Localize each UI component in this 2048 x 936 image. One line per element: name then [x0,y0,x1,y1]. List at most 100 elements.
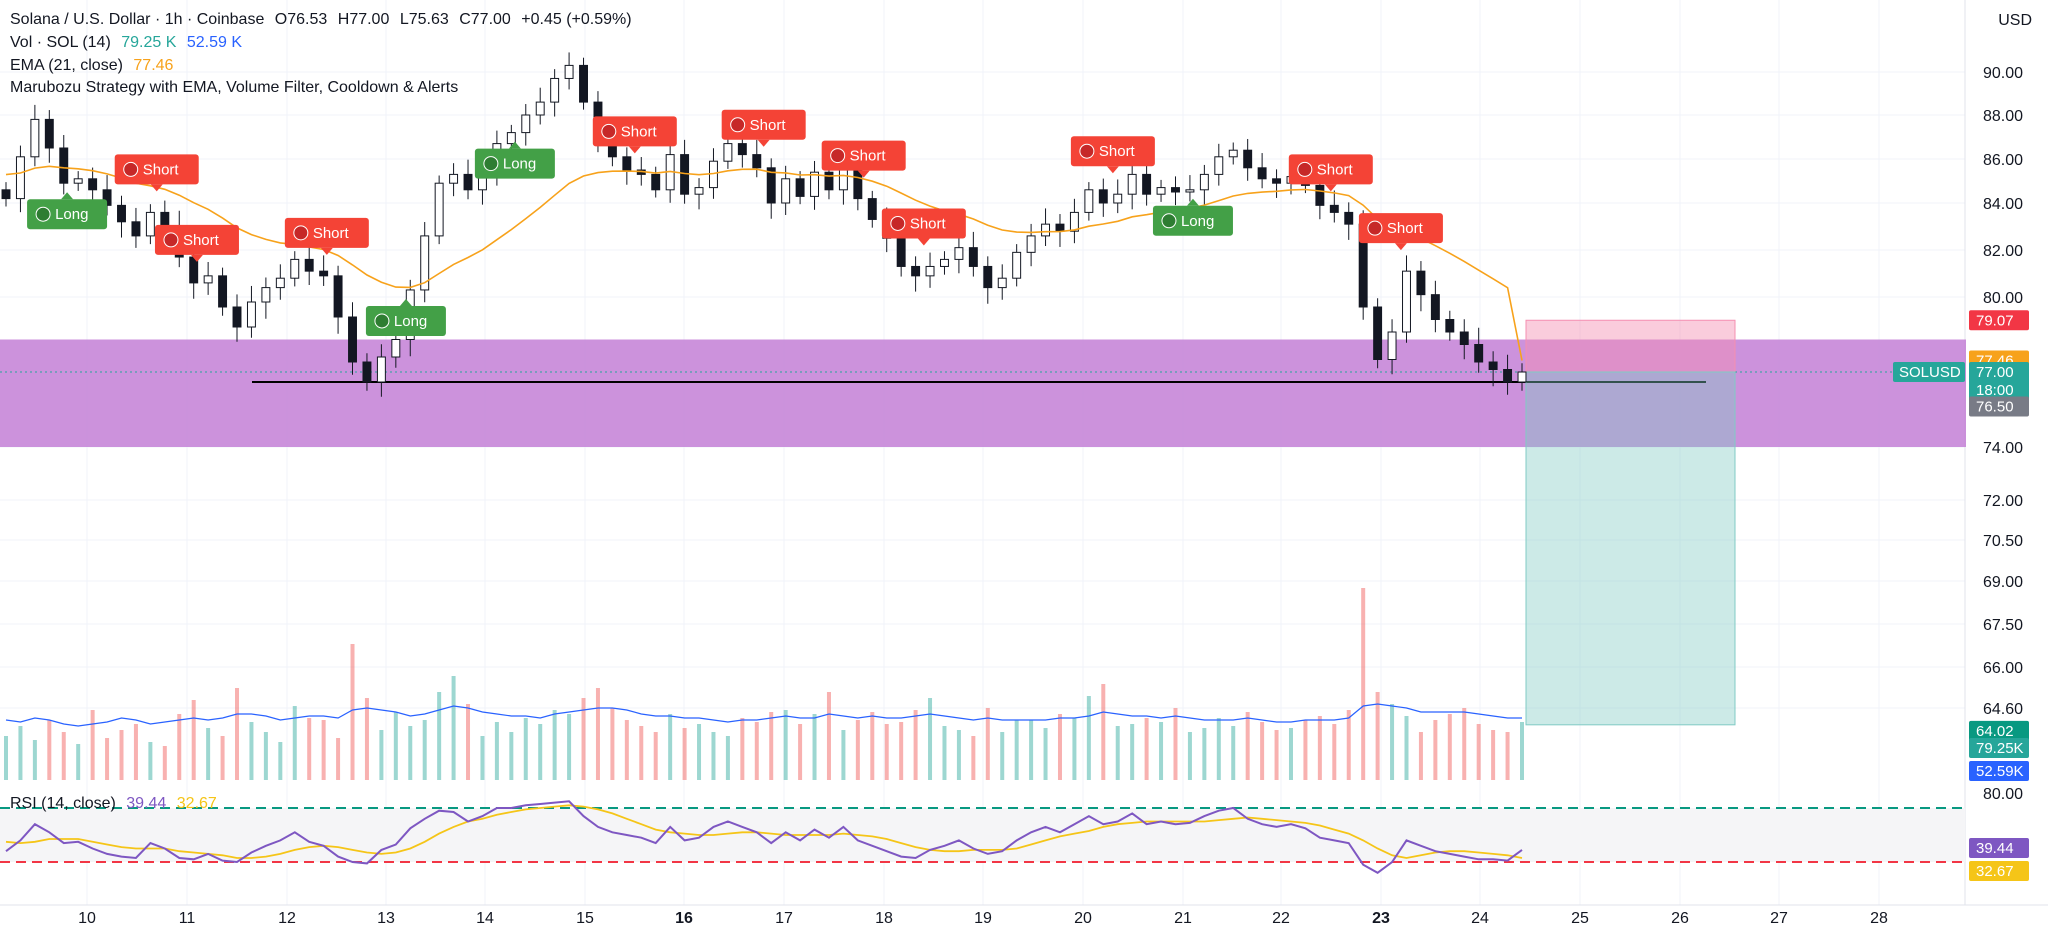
volume-bar [263,732,268,780]
volume-bar [119,730,124,780]
stop-price-badge-text: 79.07 [1976,312,2014,329]
volume-bar [509,732,514,780]
badge-pointer [320,247,333,255]
volume-bar [884,724,889,780]
red-dot-icon [601,123,617,139]
open-label: O [274,11,288,28]
short-signal-2: Short [284,217,369,255]
price-tick-12: 64.60 [1983,701,2023,718]
candle-body [1127,173,1137,195]
candle-body [838,167,848,191]
volume-bar [1303,720,1308,780]
time-axis[interactable]: 10 11 12 13 14 15 16 17 18 19 20 21 22 23 24 25 26 27 28 [78,910,1888,927]
volume-bar [1375,692,1380,780]
candle-body [1084,189,1094,213]
candle-body [30,118,40,158]
volume-bar [480,736,485,780]
symbol-legend[interactable]: Solana / U.S. Dollar · 1h · Coinbase O76… [10,10,638,30]
volume-bar [206,728,211,780]
red-dot-icon [890,215,906,231]
close-value: 77.00 [470,11,511,28]
badge-label: Short [1317,161,1354,178]
red-dot-icon [1079,143,1095,159]
badge-pointer [1186,198,1199,206]
candle-body [896,237,906,267]
badge-label: Short [183,232,220,249]
currency-label[interactable]: USD [1998,12,2032,29]
volume-bar [379,730,384,780]
volume-bar [841,730,846,780]
take-profit-zone[interactable] [1525,371,1736,726]
volume-bar [523,718,528,780]
volume-badge[interactable]: 79.25K [1969,738,2029,758]
volume-bar [278,742,283,780]
volume-bar [336,738,341,780]
vol-label: Vol · SOL (14) [10,34,111,51]
volume-bar [105,738,110,780]
strategy-legend[interactable]: Marubozu Strategy with EMA, Volume Filte… [10,78,464,98]
price-tick-6: 74.00 [1983,440,2023,457]
volume-bar [1144,718,1149,780]
volume-ma-badge[interactable]: 52.59K [1969,761,2029,781]
price-tick-7: 72.00 [1983,493,2023,510]
time-tick-18: 28 [1870,910,1888,927]
candle-body [160,211,170,227]
candle-body [73,178,83,184]
volume-bar [812,714,817,780]
low-price-badge-text: 76.50 [1976,399,2014,416]
badge-label: Short [750,117,787,134]
volume-bar [1404,716,1409,780]
volume-legend[interactable]: Vol · SOL (14) 79.25 K 52.59 K [10,33,248,53]
time-tick-3: 13 [377,910,395,927]
volume-bar [668,714,673,780]
target-price-badge[interactable]: 64.02 [1969,720,2029,741]
rsi-value: 39.44 [126,795,167,812]
short-badge [1288,154,1373,185]
volume-bar [437,692,442,780]
symbol-tag[interactable]: SOLUSD [1893,362,1965,382]
volume-bar [1317,716,1322,780]
time-tick-7: 17 [775,910,793,927]
volume-bar [595,688,600,780]
short-signal-7: Short [1070,136,1155,174]
candle-body [1430,294,1440,320]
volume-bar [639,726,644,780]
stop-loss-zone[interactable] [1525,319,1736,373]
long-badge [474,148,555,179]
ema-legend[interactable]: EMA (21, close) 77.46 [10,56,179,76]
position-tool[interactable] [1525,319,1736,726]
candle-body [1113,193,1123,204]
low-price-badge[interactable]: 76.50 [1969,396,2029,417]
strategy-label: Marubozu Strategy with EMA, Volume Filte… [10,79,459,96]
rsi-ma-badge[interactable]: 32.67 [1969,861,2029,881]
time-tick-1: 11 [179,910,196,927]
green-dot-icon [374,313,390,329]
candle-body [911,265,921,277]
ema-path [5,165,1523,361]
volume-bar [1187,732,1192,780]
badge-pointer [399,298,412,306]
candle-body [968,247,978,267]
time-tick-15: 25 [1571,910,1589,927]
high-label: H [337,11,350,28]
ema-value: 77.46 [133,57,174,74]
rsi-ma-value: 32.67 [176,795,217,812]
price-axis[interactable]: 90.00 88.00 86.00 84.00 82.00 80.00 74.00 72.00… [1893,65,2029,881]
rsi-legend[interactable]: RSI (14, close) 39.44 32.67 [10,794,223,814]
volume-bar [1216,718,1221,780]
volume-bar [1462,708,1467,780]
volume-bar [133,724,138,780]
candle-body [449,173,459,184]
rsi-badge-text: 39.44 [1976,840,2014,857]
green-dot-icon [483,156,499,172]
rsi-tick-0: 80.00 [1983,786,2023,803]
candle-body [59,147,69,184]
ema-line [5,165,1523,361]
volume-bar [1332,724,1337,780]
candle-body [15,156,25,200]
rsi-badge[interactable]: 39.44 [1969,838,2029,858]
stop-price-badge[interactable]: 79.07 [1969,310,2029,331]
candle-body [1,189,11,200]
